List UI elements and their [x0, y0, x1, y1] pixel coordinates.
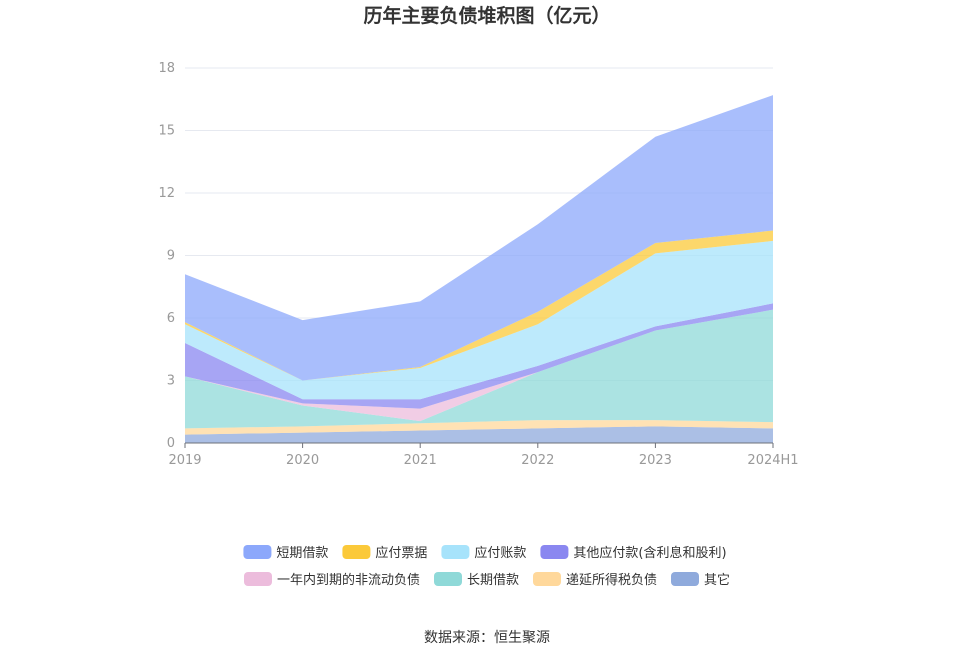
legend-label: 一年内到期的非流动负债: [277, 572, 420, 588]
y-tick-label: 18: [158, 61, 175, 76]
legend-item[interactable]: 递延所得税负债: [533, 572, 657, 588]
x-tick-label: 2023: [639, 453, 672, 468]
y-tick-label: 9: [167, 249, 175, 264]
legend-swatch: [342, 545, 371, 559]
area-series: [185, 420, 773, 435]
legend-swatch: [244, 572, 272, 586]
legend-item[interactable]: 长期借款: [434, 572, 519, 588]
legend-label: 应付票据: [375, 545, 427, 561]
y-tick-label: 6: [167, 311, 175, 326]
y-tick-label: 3: [167, 374, 175, 389]
x-tick-label: 2019: [168, 453, 201, 468]
x-tick-label: 2020: [286, 453, 319, 468]
y-tick-label: 0: [167, 436, 175, 451]
legend-swatch: [533, 572, 561, 586]
area-series-layer: [185, 95, 773, 443]
area-series: [185, 240, 773, 400]
legend-label: 其它: [704, 572, 730, 588]
legend-item[interactable]: 其它: [671, 572, 730, 588]
y-tick-label: 15: [158, 124, 175, 139]
legend-item[interactable]: 其他应付款(含利息和股利): [540, 545, 727, 561]
area-series: [185, 426, 773, 443]
legend-label: 递延所得税负债: [566, 572, 657, 588]
x-tick-label: 2022: [521, 453, 554, 468]
legend-item[interactable]: 应付账款: [441, 545, 526, 561]
legend: 短期借款 应付票据 应付账款 其他应付款(含利息和股利) 一年内到期的非流动负债 长期借款…: [243, 545, 730, 588]
axes: 0 3 6 9 12 15 18 2019 2020 2021 2022 2023 2024H1: [158, 61, 798, 468]
chart-title: 历年主要负债堆积图（亿元）: [363, 4, 610, 27]
legend-swatch: [540, 545, 569, 559]
legend-swatch: [243, 545, 272, 559]
legend-swatch: [671, 572, 699, 586]
y-tick-label: 12: [158, 186, 175, 201]
legend-swatch: [441, 545, 470, 559]
legend-swatch: [434, 572, 462, 586]
legend-item[interactable]: 短期借款: [243, 545, 328, 561]
legend-item[interactable]: 应付票据: [342, 545, 427, 561]
legend-label: 其他应付款(含利息和股利): [573, 545, 726, 561]
area-series: [185, 309, 773, 429]
x-tick-label: 2021: [404, 453, 437, 468]
data-source: 数据来源：恒生聚源: [424, 630, 550, 646]
area-series: [185, 95, 773, 381]
x-tick-label: 2024H1: [747, 453, 798, 468]
legend-label: 短期借款: [276, 546, 328, 561]
area-series: [185, 303, 773, 409]
legend-label: 应付账款: [474, 545, 526, 561]
legend-item[interactable]: 一年内到期的非流动负债: [244, 572, 420, 588]
legend-label: 长期借款: [467, 573, 519, 588]
area-series: [185, 230, 773, 381]
